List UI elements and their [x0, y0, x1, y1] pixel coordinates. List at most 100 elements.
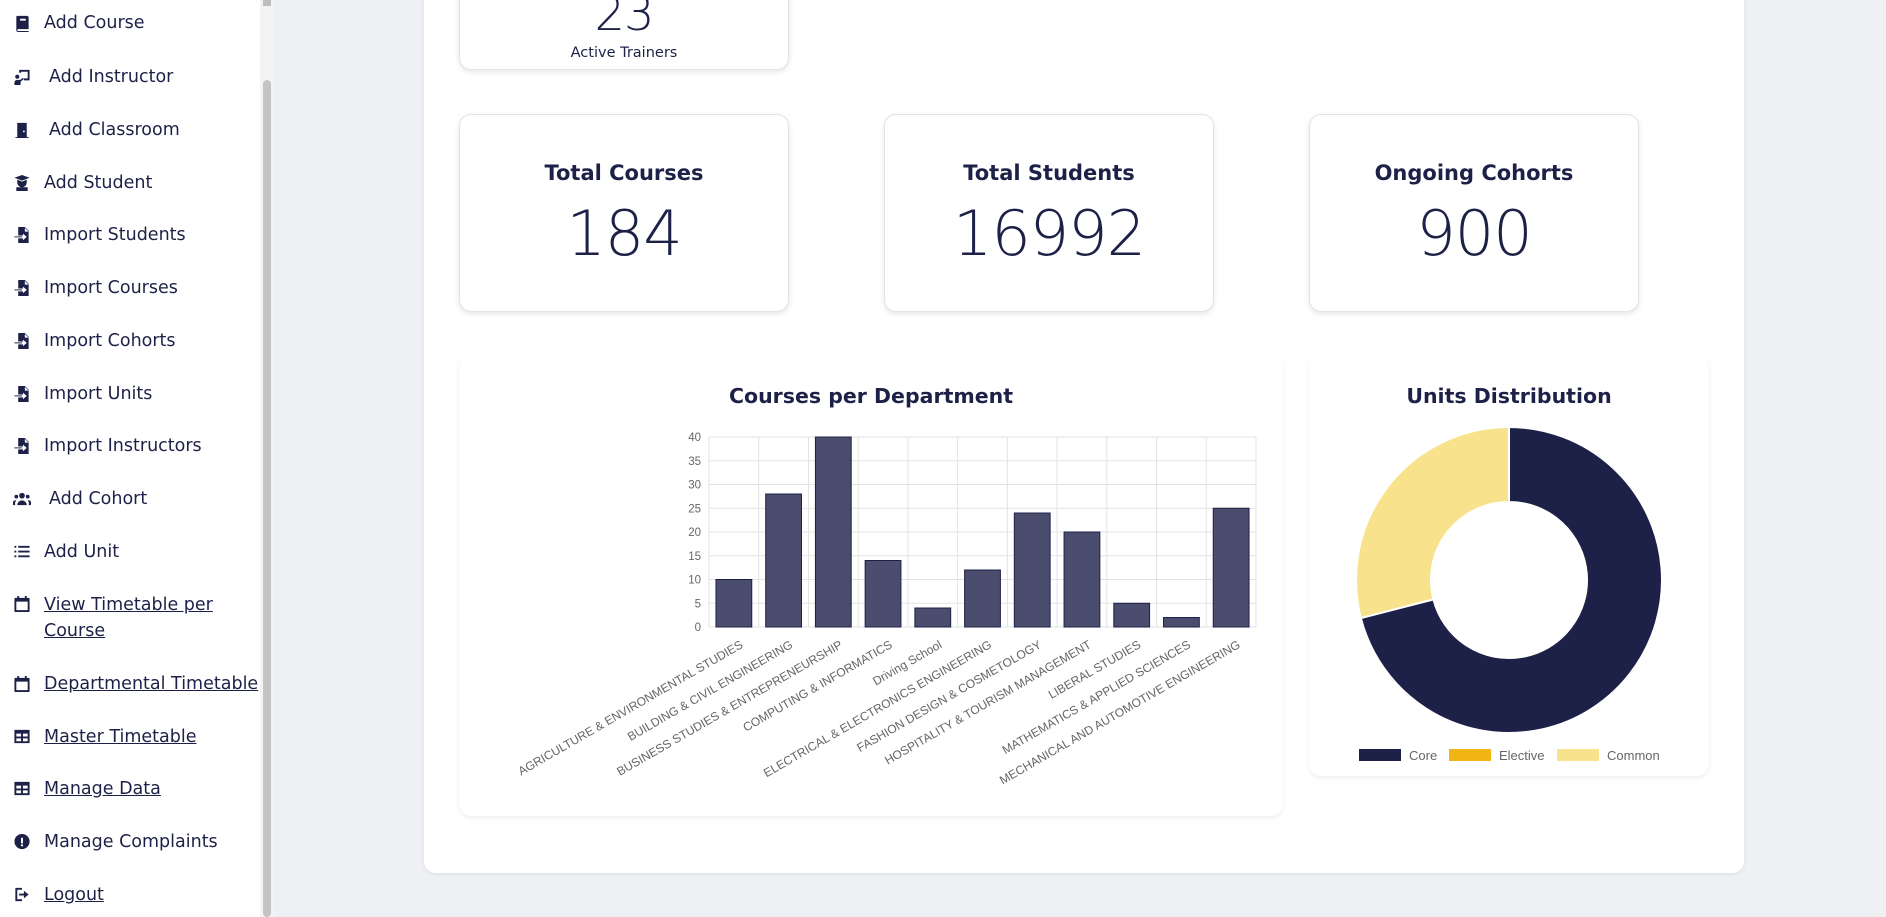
bar: [1113, 602, 1151, 628]
total-courses-value: 184: [566, 197, 682, 270]
bar: [715, 579, 753, 628]
sidebar-item-label: Logout: [44, 885, 104, 905]
bar: [864, 560, 902, 628]
active-trainers-label: Active Trainers: [570, 45, 678, 61]
active-trainers-card: 23 Active Trainers: [459, 0, 789, 70]
units-distribution-chart: Core Elective Common: [1355, 425, 1663, 763]
file-import-icon: [13, 279, 31, 297]
sidebar-item-label: Manage Data: [44, 779, 161, 799]
sidebar-item-label: Import Courses: [44, 278, 178, 298]
file-import-icon: [13, 332, 31, 350]
y-tick-label: 10: [688, 575, 701, 587]
legend-swatch-common: [1557, 749, 1599, 761]
units-distribution-card: Units Distribution Core Elective Common: [1309, 356, 1709, 776]
sidebar-item-import-units[interactable]: Import Units: [0, 381, 258, 407]
total-students-title: Total Students: [963, 161, 1135, 185]
donut-slice-common: [1355, 425, 1510, 620]
y-tick-label: 0: [695, 622, 701, 634]
sidebar-item-label: Import Instructors: [44, 436, 202, 456]
sidebar-item-add-student[interactable]: Add Student: [0, 170, 258, 196]
list-icon: [13, 543, 31, 561]
sidebar-item-add-cohort[interactable]: Add Cohort: [0, 486, 258, 512]
sidebar-item-label: Import Cohorts: [44, 331, 176, 351]
sidebar-item-manage-data[interactable]: Manage Data: [0, 776, 258, 802]
sidebar-item-label: Add Cohort: [49, 489, 148, 509]
file-import-icon: [13, 226, 31, 244]
file-import-icon: [13, 437, 31, 455]
bar: [964, 569, 1001, 628]
donut-slice-core: [1359, 425, 1663, 734]
book-icon: [13, 14, 31, 32]
sidebar-item-label: Add Instructor: [49, 67, 174, 87]
sidebar-item-label: Manage Complaints: [44, 832, 218, 852]
y-tick-label: 20: [688, 527, 701, 539]
total-courses-card: Total Courses 184: [459, 114, 789, 312]
courses-per-department-card: Courses per Department 0 5 10 15 20 25 30 35 40 A…: [459, 356, 1283, 816]
y-tick-label: 25: [688, 503, 701, 515]
legend-label-core: Core: [1409, 748, 1437, 763]
calendar-icon: [13, 595, 31, 613]
legend-swatch-core: [1359, 749, 1401, 761]
sidebar-item-import-cohorts[interactable]: Import Cohorts: [0, 328, 258, 354]
sidebar-item-label: Add Classroom: [49, 120, 180, 140]
bar: [1163, 617, 1200, 628]
sidebar-item-label: Import Units: [44, 384, 153, 404]
bar: [914, 607, 952, 628]
ongoing-cohorts-value: 900: [1416, 197, 1532, 270]
bar: [765, 493, 802, 628]
sidebar-item-label: Add Course: [44, 13, 145, 33]
sidebar-item-import-instructors[interactable]: Import Instructors: [0, 433, 258, 459]
sidebar-scrollbar-thumb[interactable]: [263, 80, 271, 917]
sidebar-item-add-course[interactable]: Add Course: [0, 10, 258, 36]
y-tick-label: 40: [688, 432, 701, 444]
door-icon: [13, 121, 31, 139]
chalkboard-teacher-icon: [13, 68, 31, 86]
sidebar-item-master-timetable[interactable]: Master Timetable: [0, 724, 258, 750]
users-icon: [13, 490, 31, 508]
sidebar-item-label: Master Timetable: [44, 727, 197, 747]
sidebar-item-label: Departmental Timetable: [44, 674, 259, 694]
sidebar-item-label: Import Students: [44, 225, 186, 245]
exclamation-circle-icon: [13, 833, 31, 851]
total-students-card: Total Students 16992: [884, 114, 1214, 312]
legend-label-elective: Elective: [1499, 748, 1545, 763]
sidebar-item-departmental-timetable[interactable]: Departmental Timetable: [0, 671, 258, 697]
legend-label-common: Common: [1607, 748, 1660, 763]
bar: [1013, 512, 1051, 628]
ongoing-cohorts-card: Ongoing Cohorts 900: [1309, 114, 1639, 312]
total-courses-title: Total Courses: [544, 161, 704, 185]
bar: [1212, 507, 1250, 628]
sidebar-item-import-courses[interactable]: Import Courses: [0, 275, 258, 301]
active-trainers-value: 23: [594, 0, 654, 42]
total-students-value: 16992: [952, 197, 1146, 270]
sidebar-item-view-timetable-per-course[interactable]: View Timetable per Course: [0, 592, 258, 644]
donut-chart-title: Units Distribution: [1406, 384, 1612, 408]
sidebar-item-label: Add Unit: [44, 542, 120, 562]
scrollbar-up-arrow[interactable]: [263, 0, 271, 6]
dashboard-panel: 23 Active Trainers Total Courses 184 Tot…: [424, 0, 1744, 873]
file-import-icon: [13, 385, 31, 403]
legend-swatch-elective: [1449, 749, 1491, 761]
sidebar-item-add-classroom[interactable]: Add Classroom: [0, 117, 258, 143]
sign-out-icon: [13, 886, 31, 904]
bar: [814, 436, 852, 628]
sidebar-item-label: Add Student: [44, 173, 153, 193]
table-icon: [13, 780, 31, 798]
sidebar-item-label: View Timetable per Course: [44, 595, 213, 641]
sidebar-item-import-students[interactable]: Import Students: [0, 222, 258, 248]
graduate-icon: [13, 174, 31, 192]
calendar-icon: [13, 675, 31, 693]
ongoing-cohorts-title: Ongoing Cohorts: [1374, 161, 1574, 185]
bar: [1063, 531, 1101, 628]
sidebar-item-add-instructor[interactable]: Add Instructor: [0, 64, 258, 90]
y-tick-label: 30: [688, 480, 701, 492]
table-icon: [13, 728, 31, 746]
sidebar-item-manage-complaints[interactable]: Manage Complaints: [0, 829, 258, 855]
sidebar: Add Course Add Instructor Add Classroom Add…: [0, 0, 261, 917]
sidebar-item-add-unit[interactable]: Add Unit: [0, 539, 258, 565]
y-tick-label: 5: [695, 598, 701, 610]
y-tick-label: 35: [688, 456, 701, 468]
y-tick-label: 15: [688, 551, 701, 563]
sidebar-item-logout[interactable]: Logout: [0, 882, 258, 908]
